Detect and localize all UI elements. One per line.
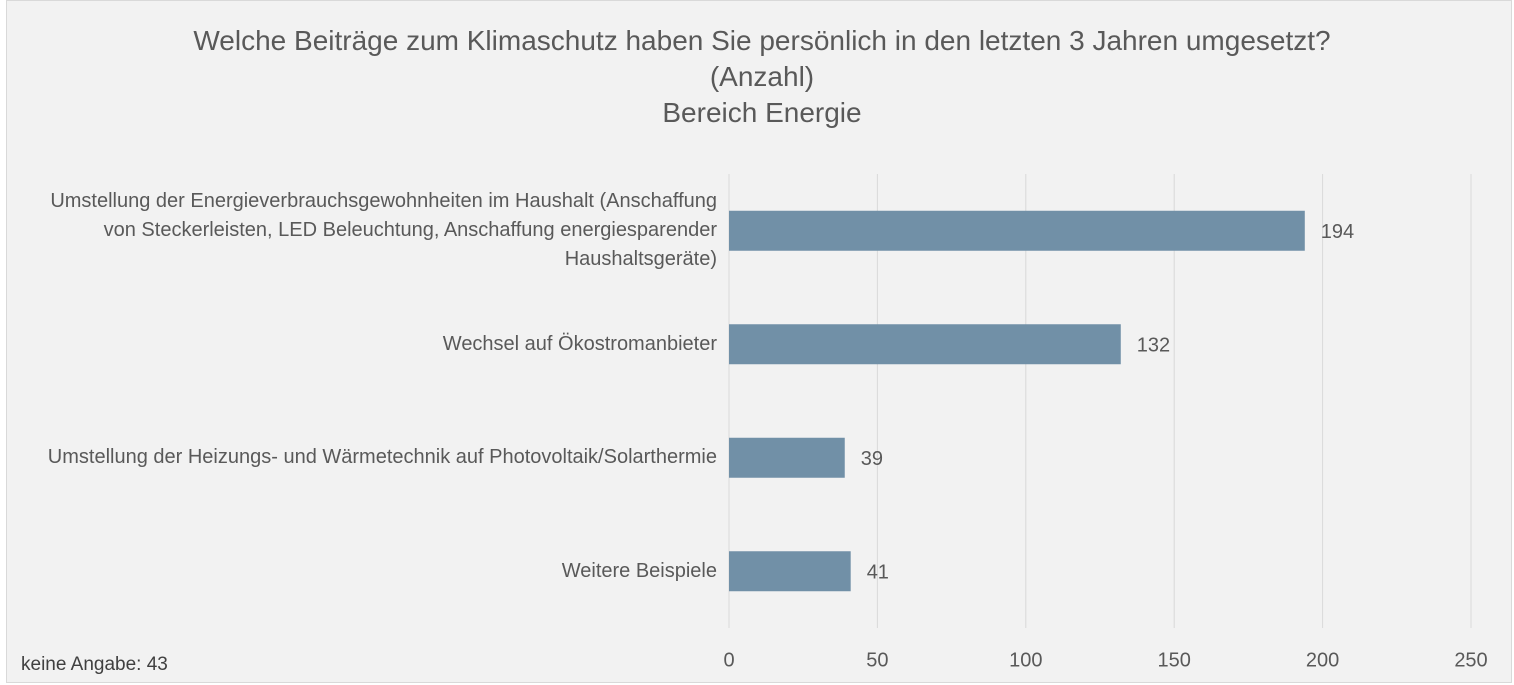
plot: 0 50 100 150 200 250 194 132 39 41 <box>723 174 1488 671</box>
value-label: 39 <box>861 448 883 470</box>
chart-title: Welche Beiträge zum Klimaschutz haben Si… <box>193 25 1331 92</box>
x-tick-label: 0 <box>723 649 734 671</box>
title-box: Welche Beiträge zum Klimaschutz haben Si… <box>177 23 1347 131</box>
bar <box>729 324 1121 365</box>
x-tick-label: 200 <box>1306 649 1339 671</box>
bar <box>729 210 1305 251</box>
value-label: 132 <box>1137 335 1170 357</box>
x-tick-label: 50 <box>866 649 888 671</box>
y-tick-label: Wechsel auf Ökostromanbieter <box>442 332 717 355</box>
y-tick-label: Umstellung der Energieverbrauchsgewohnhe… <box>50 190 717 271</box>
chart-subtitle: Bereich Energie <box>662 97 862 128</box>
y-tick-label: Weitere Beispiele <box>561 559 717 582</box>
value-label: 41 <box>867 562 889 584</box>
x-tick-label: 250 <box>1454 649 1487 671</box>
bar <box>729 551 851 592</box>
value-label: 194 <box>1321 221 1354 243</box>
bar <box>729 437 845 478</box>
x-tick-label: 150 <box>1158 649 1191 671</box>
annotation: keine Angabe: 43 <box>21 654 168 675</box>
chart: 0 50 100 150 200 250 194 132 39 41 Welche Beiträg… <box>6 0 1512 683</box>
x-tick-label: 100 <box>1009 649 1042 671</box>
y-tick-label: Umstellung der Heizungs- und Wärmetechni… <box>47 446 717 469</box>
